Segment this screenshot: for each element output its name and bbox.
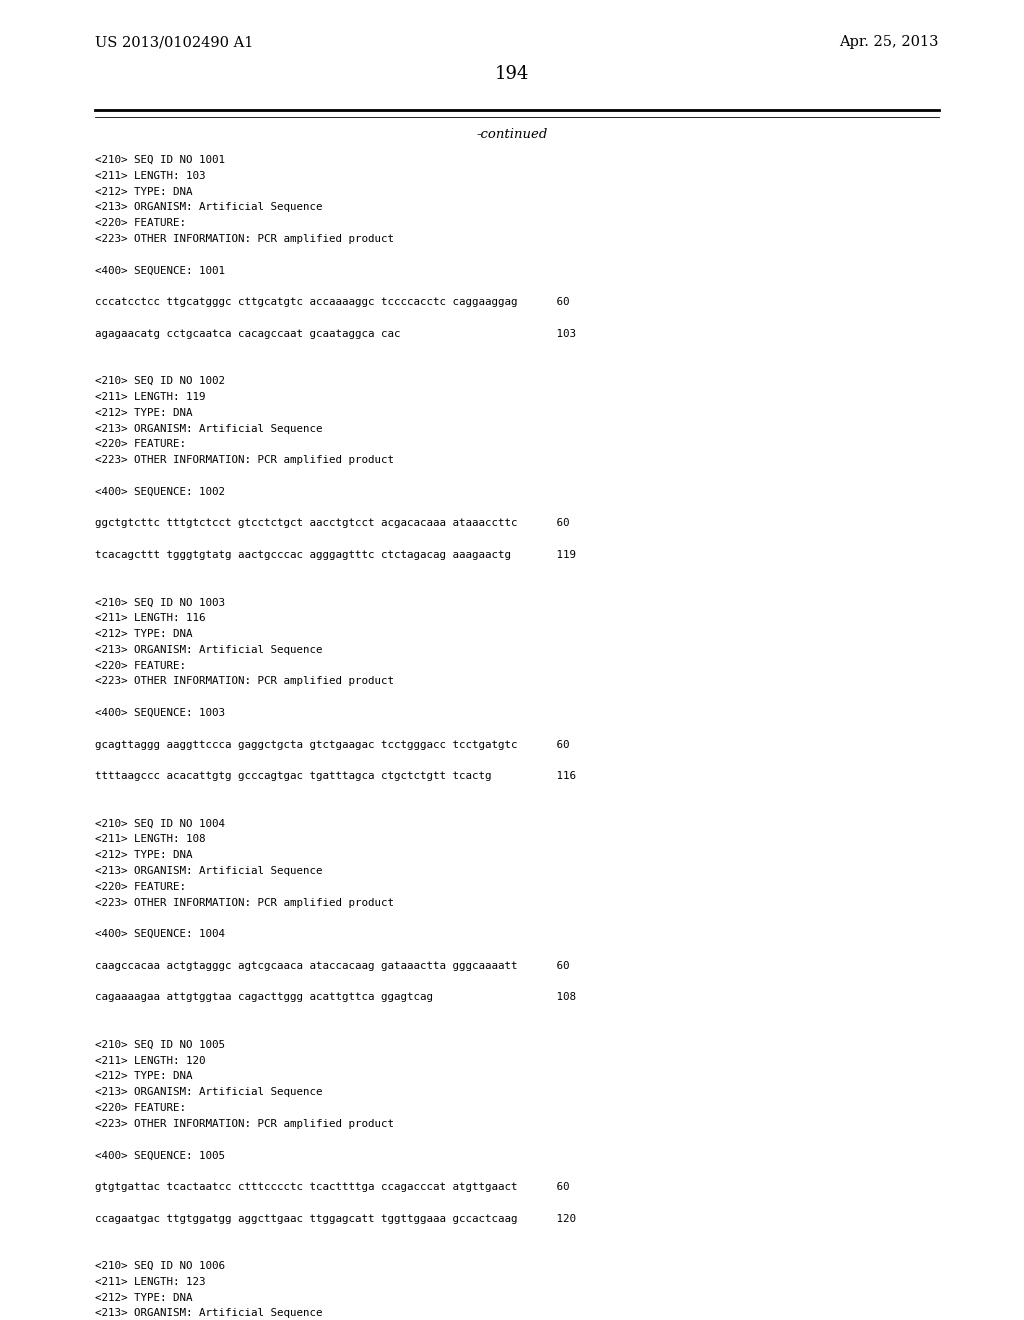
Text: <211> LENGTH: 119: <211> LENGTH: 119 (95, 392, 206, 403)
Text: ttttaagccc acacattgtg gcccagtgac tgatttagca ctgctctgtt tcactg          116: ttttaagccc acacattgtg gcccagtgac tgattta… (95, 771, 575, 781)
Text: <210> SEQ ID NO 1002: <210> SEQ ID NO 1002 (95, 376, 225, 387)
Text: <400> SEQUENCE: 1004: <400> SEQUENCE: 1004 (95, 929, 225, 940)
Text: <220> FEATURE:: <220> FEATURE: (95, 440, 186, 449)
Text: <212> TYPE: DNA: <212> TYPE: DNA (95, 1292, 193, 1303)
Text: ggctgtcttc tttgtctcct gtcctctgct aacctgtcct acgacacaaa ataaaccttc      60: ggctgtcttc tttgtctcct gtcctctgct aacctgt… (95, 519, 569, 528)
Text: <212> TYPE: DNA: <212> TYPE: DNA (95, 1072, 193, 1081)
Text: <211> LENGTH: 108: <211> LENGTH: 108 (95, 834, 206, 845)
Text: <223> OTHER INFORMATION: PCR amplified product: <223> OTHER INFORMATION: PCR amplified p… (95, 898, 394, 908)
Text: tcacagcttt tgggtgtatg aactgcccac agggagtttc ctctagacag aaagaactg       119: tcacagcttt tgggtgtatg aactgcccac agggagt… (95, 550, 575, 560)
Text: 194: 194 (495, 65, 529, 83)
Text: <213> ORGANISM: Artificial Sequence: <213> ORGANISM: Artificial Sequence (95, 1308, 323, 1319)
Text: <223> OTHER INFORMATION: PCR amplified product: <223> OTHER INFORMATION: PCR amplified p… (95, 455, 394, 465)
Text: gcagttaggg aaggttccca gaggctgcta gtctgaagac tcctgggacc tcctgatgtc      60: gcagttaggg aaggttccca gaggctgcta gtctgaa… (95, 739, 569, 750)
Text: <210> SEQ ID NO 1005: <210> SEQ ID NO 1005 (95, 1040, 225, 1049)
Text: US 2013/0102490 A1: US 2013/0102490 A1 (95, 36, 253, 49)
Text: <223> OTHER INFORMATION: PCR amplified product: <223> OTHER INFORMATION: PCR amplified p… (95, 234, 394, 244)
Text: <223> OTHER INFORMATION: PCR amplified product: <223> OTHER INFORMATION: PCR amplified p… (95, 676, 394, 686)
Text: <213> ORGANISM: Artificial Sequence: <213> ORGANISM: Artificial Sequence (95, 866, 323, 876)
Text: <223> OTHER INFORMATION: PCR amplified product: <223> OTHER INFORMATION: PCR amplified p… (95, 1119, 394, 1129)
Text: <210> SEQ ID NO 1003: <210> SEQ ID NO 1003 (95, 598, 225, 607)
Text: <220> FEATURE:: <220> FEATURE: (95, 660, 186, 671)
Text: <220> FEATURE:: <220> FEATURE: (95, 1104, 186, 1113)
Text: <212> TYPE: DNA: <212> TYPE: DNA (95, 186, 193, 197)
Text: <211> LENGTH: 116: <211> LENGTH: 116 (95, 614, 206, 623)
Text: <210> SEQ ID NO 1004: <210> SEQ ID NO 1004 (95, 818, 225, 829)
Text: cagaaaagaa attgtggtaa cagacttggg acattgttca ggagtcag                   108: cagaaaagaa attgtggtaa cagacttggg acattgt… (95, 993, 575, 1002)
Text: <212> TYPE: DNA: <212> TYPE: DNA (95, 408, 193, 418)
Text: <211> LENGTH: 103: <211> LENGTH: 103 (95, 170, 206, 181)
Text: caagccacaa actgtagggc agtcgcaaca ataccacaag gataaactta gggcaaaatt      60: caagccacaa actgtagggc agtcgcaaca ataccac… (95, 961, 569, 970)
Text: <212> TYPE: DNA: <212> TYPE: DNA (95, 630, 193, 639)
Text: <400> SEQUENCE: 1001: <400> SEQUENCE: 1001 (95, 265, 225, 276)
Text: Apr. 25, 2013: Apr. 25, 2013 (840, 36, 939, 49)
Text: <211> LENGTH: 123: <211> LENGTH: 123 (95, 1276, 206, 1287)
Text: <400> SEQUENCE: 1002: <400> SEQUENCE: 1002 (95, 487, 225, 496)
Text: <400> SEQUENCE: 1005: <400> SEQUENCE: 1005 (95, 1151, 225, 1160)
Text: ccagaatgac ttgtggatgg aggcttgaac ttggagcatt tggttggaaa gccactcaag      120: ccagaatgac ttgtggatgg aggcttgaac ttggagc… (95, 1213, 575, 1224)
Text: <213> ORGANISM: Artificial Sequence: <213> ORGANISM: Artificial Sequence (95, 644, 323, 655)
Text: <210> SEQ ID NO 1006: <210> SEQ ID NO 1006 (95, 1261, 225, 1271)
Text: <213> ORGANISM: Artificial Sequence: <213> ORGANISM: Artificial Sequence (95, 1088, 323, 1097)
Text: <212> TYPE: DNA: <212> TYPE: DNA (95, 850, 193, 861)
Text: <213> ORGANISM: Artificial Sequence: <213> ORGANISM: Artificial Sequence (95, 202, 323, 213)
Text: gtgtgattac tcactaatcc ctttcccctc tcacttttga ccagacccat atgttgaact      60: gtgtgattac tcactaatcc ctttcccctc tcacttt… (95, 1181, 569, 1192)
Text: <210> SEQ ID NO 1001: <210> SEQ ID NO 1001 (95, 154, 225, 165)
Text: agagaacatg cctgcaatca cacagccaat gcaataggca cac                        103: agagaacatg cctgcaatca cacagccaat gcaatag… (95, 329, 575, 339)
Text: <211> LENGTH: 120: <211> LENGTH: 120 (95, 1056, 206, 1065)
Text: <220> FEATURE:: <220> FEATURE: (95, 882, 186, 892)
Text: <400> SEQUENCE: 1003: <400> SEQUENCE: 1003 (95, 708, 225, 718)
Text: <213> ORGANISM: Artificial Sequence: <213> ORGANISM: Artificial Sequence (95, 424, 323, 433)
Text: -continued: -continued (476, 128, 548, 141)
Text: <220> FEATURE:: <220> FEATURE: (95, 218, 186, 228)
Text: cccatcctcc ttgcatgggc cttgcatgtc accaaaaggc tccccacctc caggaaggag      60: cccatcctcc ttgcatgggc cttgcatgtc accaaaa… (95, 297, 569, 308)
